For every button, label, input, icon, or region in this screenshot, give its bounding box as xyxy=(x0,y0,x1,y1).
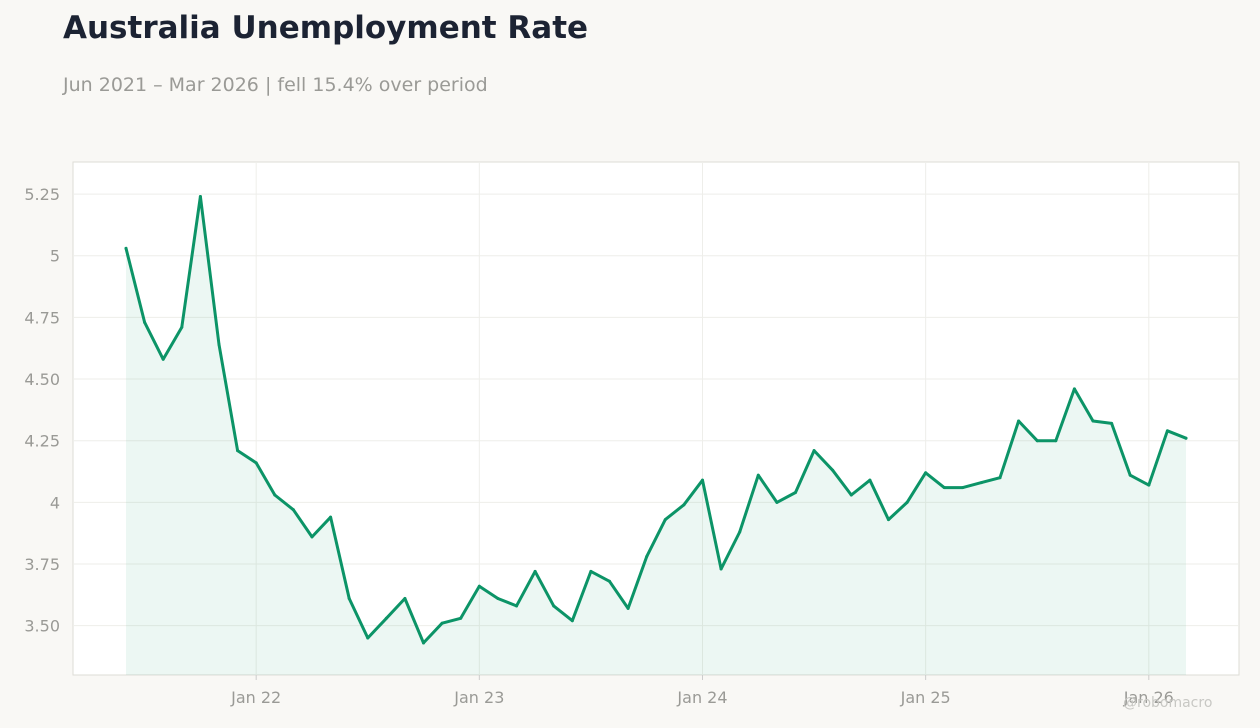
data-point xyxy=(515,604,519,608)
data-point xyxy=(1147,483,1151,487)
data-point xyxy=(905,500,909,504)
data-point xyxy=(868,478,872,482)
y-tick-label: 4.75 xyxy=(24,308,60,327)
data-point xyxy=(1091,419,1095,423)
data-points xyxy=(124,195,1188,645)
data-point xyxy=(998,476,1002,480)
data-point xyxy=(329,515,333,519)
data-point xyxy=(1184,436,1188,440)
plot-area xyxy=(72,161,1240,676)
data-point xyxy=(459,616,463,620)
data-point xyxy=(979,481,983,485)
data-point xyxy=(1017,419,1021,423)
chart-subtitle: Jun 2021 – Mar 2026 | fell 15.4% over pe… xyxy=(63,74,488,96)
data-point xyxy=(812,449,816,453)
data-point xyxy=(886,518,890,522)
x-tick-label: Jan 24 xyxy=(676,688,727,707)
data-point xyxy=(422,641,426,645)
series-area xyxy=(126,196,1186,675)
data-point xyxy=(626,606,630,610)
data-point xyxy=(198,195,202,199)
data-point xyxy=(924,471,928,475)
y-tick-label: 5 xyxy=(50,247,60,266)
data-point xyxy=(440,621,444,625)
data-point xyxy=(496,597,500,601)
data-point xyxy=(217,343,221,347)
data-point xyxy=(608,579,612,583)
data-point xyxy=(645,555,649,559)
x-tick-label: Jan 25 xyxy=(900,688,951,707)
data-point xyxy=(291,508,295,512)
data-point xyxy=(663,518,667,522)
data-point xyxy=(143,320,147,324)
data-point xyxy=(719,567,723,571)
data-point xyxy=(1072,387,1076,391)
data-point xyxy=(384,616,388,620)
data-point xyxy=(180,325,184,329)
data-point xyxy=(570,619,574,623)
data-point xyxy=(756,473,760,477)
watermark: @robomacro xyxy=(1123,695,1213,711)
data-point xyxy=(682,503,686,507)
data-point xyxy=(589,569,593,573)
data-point xyxy=(775,500,779,504)
x-tick-label: Jan 22 xyxy=(230,688,281,707)
data-point xyxy=(849,493,853,497)
x-tick-label: Jan 23 xyxy=(453,688,504,707)
data-point xyxy=(1035,439,1039,443)
area-layer xyxy=(126,196,1186,675)
data-point xyxy=(1165,429,1169,433)
y-tick-label: 4 xyxy=(50,493,60,512)
series-line xyxy=(124,195,1188,645)
y-tick-label: 5.25 xyxy=(24,185,60,204)
data-point xyxy=(236,449,240,453)
data-point xyxy=(1054,439,1058,443)
data-point xyxy=(533,569,537,573)
data-point xyxy=(1110,421,1114,425)
data-point xyxy=(477,584,481,588)
data-point xyxy=(738,530,742,534)
data-point xyxy=(161,357,165,361)
chart-title: Australia Unemployment Rate xyxy=(63,10,589,46)
data-point xyxy=(403,597,407,601)
data-point xyxy=(942,486,946,490)
data-point xyxy=(1128,473,1132,477)
data-point xyxy=(831,468,835,472)
data-point xyxy=(366,636,370,640)
data-point xyxy=(793,490,797,494)
data-point xyxy=(254,461,258,465)
y-tick-label: 3.75 xyxy=(24,555,60,574)
y-tick-label: 4.50 xyxy=(24,370,60,389)
data-point xyxy=(347,597,351,601)
data-point xyxy=(552,604,556,608)
data-point xyxy=(310,535,314,539)
x-axis-ticks: Jan 22 Jan 23 Jan 24 Jan 25 Jan 26 xyxy=(230,675,1174,707)
line-layer xyxy=(124,195,1188,645)
data-point xyxy=(961,486,965,490)
data-point xyxy=(124,246,128,250)
data-point xyxy=(273,493,277,497)
data-point xyxy=(700,478,704,482)
x-tick-label: Jan 26 xyxy=(1123,688,1174,707)
y-tick-label: 4.25 xyxy=(24,432,60,451)
y-axis-ticks: 3.50 3.75 4 4.25 4.50 4.75 5 5.25 xyxy=(24,185,60,636)
y-tick-label: 3.50 xyxy=(24,617,60,636)
